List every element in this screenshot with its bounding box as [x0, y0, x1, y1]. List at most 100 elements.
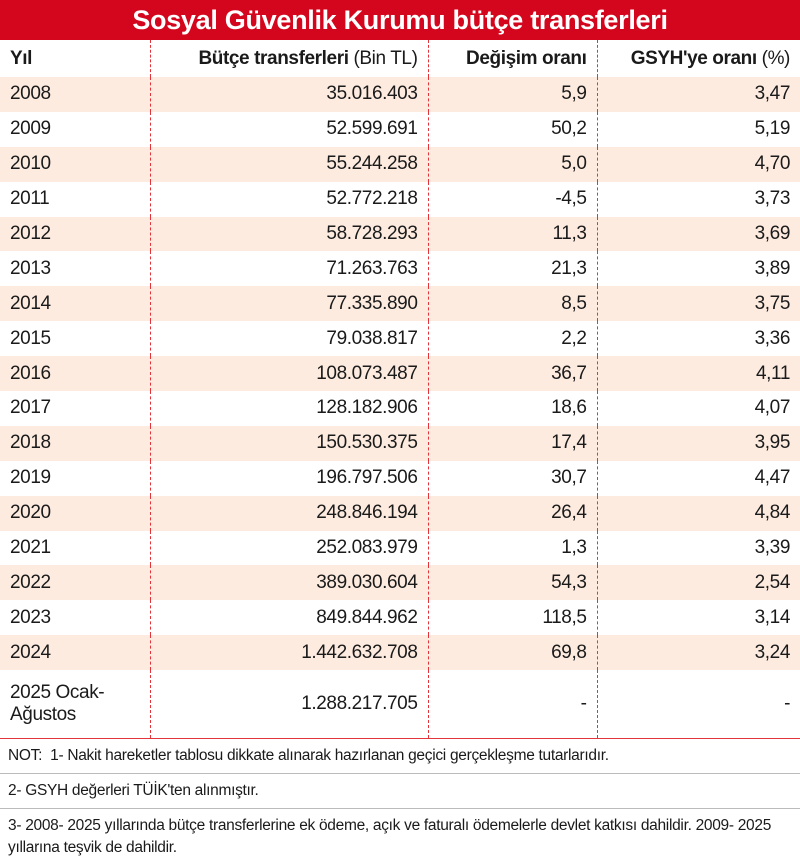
table-cell: 5,19 — [596, 111, 800, 147]
table-cell: 1,3 — [427, 530, 597, 566]
table-row: 2012 58.728.293 11,3 3,69 — [0, 216, 800, 252]
title: Sosyal Güvenlik Kurumu bütçe transferler… — [0, 0, 800, 40]
column-label: Yıl — [10, 47, 33, 69]
data-table: Yıl Bütçe transferleri (Bin TL) Değişim or… — [0, 40, 800, 739]
table-cell: 5,9 — [427, 77, 597, 112]
table-cell: 17,4 — [427, 425, 597, 461]
table-cell: 2018 — [0, 425, 150, 461]
table-cell: 1.442.632.708 — [149, 635, 428, 671]
column-header: Bütçe transferleri (Bin TL) — [149, 40, 428, 77]
table-cell: 30,7 — [427, 460, 597, 496]
table-row: 2024 1.442.632.708 69,8 3,24 — [0, 635, 800, 671]
table-cell: 4,07 — [596, 391, 800, 426]
table-cell: 150.530.375 — [149, 425, 428, 461]
column-unit: (Bin TL) — [353, 47, 418, 69]
notes: NOT: 1- Nakit hareketler tablosu dikkate… — [0, 738, 800, 865]
table-cell: 69,8 — [427, 635, 597, 671]
table-cell: 3,24 — [596, 635, 800, 671]
table-cell: 52.599.691 — [149, 111, 428, 147]
table-cell: 18,6 — [427, 391, 597, 426]
table-cell: - — [596, 670, 800, 739]
note-text: 3- 2008- 2025 yıllarında bütçe transferl… — [8, 817, 772, 857]
table-cell: 2013 — [0, 251, 150, 287]
header-row: Yıl Bütçe transferleri (Bin TL) Değişim or… — [0, 40, 800, 77]
column-unit: (%) — [761, 47, 791, 69]
table-cell: 2015 — [0, 321, 150, 357]
table-cell: 11,3 — [427, 216, 597, 252]
table-cell: 1.288.217.705 — [149, 670, 428, 739]
table-cell: 52.772.218 — [149, 181, 428, 217]
note: 3- 2008- 2025 yıllarında bütçe transferl… — [0, 808, 800, 865]
table-cell: 2016 — [0, 356, 150, 392]
column-header: Yıl — [0, 40, 150, 77]
table-row: 2008 35.016.403 5,9 3,47 — [0, 77, 800, 112]
note-text: 1- Nakit hareketler tablosu dikkate alın… — [50, 747, 609, 765]
table-cell: 849.844.962 — [149, 600, 428, 636]
table-cell: - — [427, 670, 597, 739]
table-cell: 2022 — [0, 565, 150, 601]
table-cell: 3,14 — [596, 600, 800, 636]
table-cell: 26,4 — [427, 495, 597, 531]
note: 2- GSYH değerleri TÜİK'ten alınmıştır. — [0, 773, 800, 808]
table-cell: 108.073.487 — [149, 356, 428, 392]
table-row: 2017 128.182.906 18,6 4,07 — [0, 391, 800, 426]
table-cell: 2011 — [0, 181, 150, 217]
table-row: 2022 389.030.604 54,3 2,54 — [0, 565, 800, 601]
table-cell: 36,7 — [427, 356, 597, 392]
table-cell: 71.263.763 — [149, 251, 428, 287]
table-cell: 3,47 — [596, 77, 800, 112]
table-cell: 77.335.890 — [149, 286, 428, 322]
table-cell: 196.797.506 — [149, 460, 428, 496]
table-cell: 2019 — [0, 460, 150, 496]
table-row: 2013 71.263.763 21,3 3,89 — [0, 251, 800, 287]
table-cell: 4,47 — [596, 460, 800, 496]
table-cell: 50,2 — [427, 111, 597, 147]
table-cell: 21,3 — [427, 251, 597, 287]
table-cell: 2009 — [0, 111, 150, 147]
table-cell: 128.182.906 — [149, 391, 428, 426]
table-cell: -4,5 — [427, 181, 597, 217]
table-row: 2011 52.772.218 -4,5 3,73 — [0, 181, 800, 217]
table-cell: 2,54 — [596, 565, 800, 601]
table-cell: 79.038.817 — [149, 321, 428, 357]
table-cell: 54,3 — [427, 565, 597, 601]
table-cell: 118,5 — [427, 600, 597, 636]
table-cell: 389.030.604 — [149, 565, 428, 601]
table-cell: 3,73 — [596, 181, 800, 217]
table-cell: 3,75 — [596, 286, 800, 322]
notes-label: NOT: — [8, 747, 43, 765]
table-cell: 2020 — [0, 495, 150, 531]
table-row: 2015 79.038.817 2,2 3,36 — [0, 321, 800, 357]
table-cell: 3,36 — [596, 321, 800, 357]
column-header: Değişim oranı — [427, 40, 597, 77]
table-cell: 2017 — [0, 391, 150, 426]
table-cell: 2014 — [0, 286, 150, 322]
table-cell: 58.728.293 — [149, 216, 428, 252]
table-cell: 35.016.403 — [149, 77, 428, 112]
column-label: GSYH'ye oranı — [630, 47, 757, 69]
table-cell: 2025 Ocak-Ağustos — [0, 670, 150, 739]
table-cell: 252.083.979 — [149, 530, 428, 566]
table-row: 2023 849.844.962 118,5 3,14 — [0, 600, 800, 636]
table-row: 2014 77.335.890 8,5 3,75 — [0, 286, 800, 322]
table-row: 2019 196.797.506 30,7 4,47 — [0, 460, 800, 496]
table-row: 2021 252.083.979 1,3 3,39 — [0, 530, 800, 566]
table-row: 2020 248.846.194 26,4 4,84 — [0, 495, 800, 531]
note: NOT: 1- Nakit hareketler tablosu dikkate… — [0, 738, 800, 773]
table-row: 2009 52.599.691 50,2 5,19 — [0, 111, 800, 147]
table-cell: 2012 — [0, 216, 150, 252]
table-row: 2025 Ocak-Ağustos 1.288.217.705- - — [0, 670, 800, 739]
table-cell: 3,95 — [596, 425, 800, 461]
table-cell: 2023 — [0, 600, 150, 636]
table-cell: 5,0 — [427, 146, 597, 182]
table-cell: 2021 — [0, 530, 150, 566]
table-row: 2018 150.530.375 17,4 3,95 — [0, 425, 800, 461]
table-row: 2010 55.244.258 5,0 4,70 — [0, 146, 800, 182]
table-cell: 8,5 — [427, 286, 597, 322]
table-cell: 2024 — [0, 635, 150, 671]
table-cell: 4,84 — [596, 495, 800, 531]
table-cell: 3,69 — [596, 216, 800, 252]
table-cell: 248.846.194 — [149, 495, 428, 531]
table-cell: 3,89 — [596, 251, 800, 287]
